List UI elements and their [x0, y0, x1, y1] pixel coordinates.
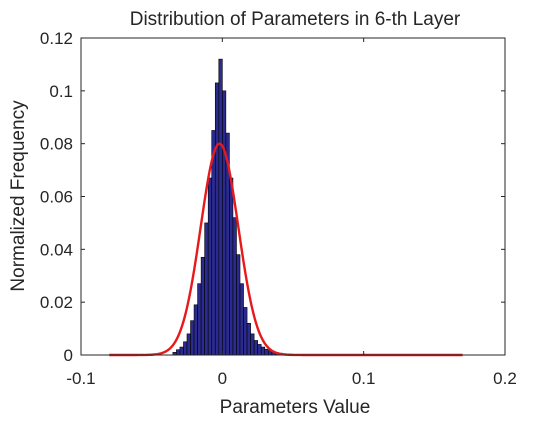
histogram-bar [187, 334, 191, 355]
histogram-bar [233, 218, 237, 355]
histogram-bar [265, 349, 269, 355]
histogram-bar [258, 344, 262, 355]
histogram-bar [183, 342, 187, 355]
x-tick-label: -0.1 [66, 369, 95, 388]
histogram-bar [247, 323, 251, 355]
histogram-bar [198, 284, 202, 355]
x-tick-label: 0.1 [352, 369, 376, 388]
chart-title: Distribution of Parameters in 6-th Layer [130, 9, 461, 30]
histogram-bar [205, 223, 209, 355]
histogram-bar [251, 334, 255, 355]
histogram-bar [215, 83, 219, 355]
y-tick-label: 0 [64, 346, 73, 365]
y-tick-label: 0.02 [40, 293, 73, 312]
histogram-bar [176, 350, 180, 355]
histogram-bar [212, 130, 216, 355]
x-axis-label: Parameters Value [220, 397, 371, 418]
histogram-bar [191, 321, 195, 355]
histogram-bar [219, 59, 223, 355]
x-tick-label: 0 [218, 369, 227, 388]
histogram-bar [222, 91, 226, 355]
y-axis-label: Normalized Frequency [8, 100, 29, 292]
y-tick-label: 0.1 [49, 82, 73, 101]
histogram-bar [180, 347, 184, 355]
histogram-bar [261, 347, 265, 355]
y-tick-label: 0.08 [40, 135, 73, 154]
histogram-bar [194, 305, 198, 355]
histogram-bar [254, 340, 258, 355]
histogram-bar [229, 178, 233, 355]
y-tick-label: 0.06 [40, 188, 73, 207]
y-tick-label: 0.12 [40, 29, 73, 48]
histogram-bar [208, 178, 212, 355]
histogram-bar [240, 284, 244, 355]
histogram-bar [236, 255, 240, 355]
histogram-bar [201, 257, 205, 355]
x-tick-label: 0.2 [493, 369, 517, 388]
y-tick-label: 0.04 [40, 240, 73, 259]
histogram-bar [244, 307, 248, 355]
